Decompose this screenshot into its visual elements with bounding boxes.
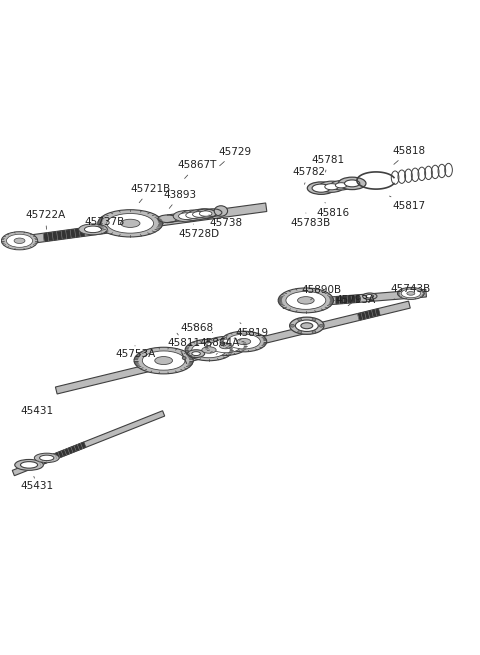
Text: 45722A: 45722A [25,210,65,229]
Text: 45867T: 45867T [177,160,216,178]
Ellipse shape [192,352,200,356]
Ellipse shape [237,339,251,345]
Polygon shape [55,360,167,394]
Polygon shape [358,309,380,320]
Ellipse shape [214,206,228,216]
Polygon shape [43,228,84,242]
Ellipse shape [188,210,211,219]
Text: 45793A: 45793A [336,295,376,306]
Text: 45737B: 45737B [85,217,125,232]
Ellipse shape [325,183,338,190]
Ellipse shape [204,337,247,356]
Ellipse shape [79,224,108,234]
Ellipse shape [298,331,301,333]
Ellipse shape [312,318,316,321]
Ellipse shape [298,297,314,304]
Polygon shape [13,225,102,246]
Ellipse shape [290,324,294,327]
Text: 45782: 45782 [292,168,325,184]
Polygon shape [335,295,360,304]
Text: 45781: 45781 [312,155,345,172]
Text: 45753A: 45753A [115,346,155,359]
Ellipse shape [338,177,366,189]
Ellipse shape [307,182,335,195]
Ellipse shape [199,211,212,216]
Polygon shape [101,203,267,234]
Ellipse shape [14,238,25,244]
Text: 45864A: 45864A [199,332,240,348]
Text: 45819: 45819 [235,323,268,338]
Ellipse shape [173,210,200,222]
Ellipse shape [134,347,193,374]
Ellipse shape [363,293,377,299]
Text: 45817: 45817 [389,196,426,211]
Polygon shape [283,290,426,309]
Ellipse shape [345,180,360,187]
Text: 45868: 45868 [180,324,214,333]
Ellipse shape [185,339,233,361]
Ellipse shape [84,226,102,233]
Ellipse shape [286,291,326,309]
Ellipse shape [289,317,324,334]
Ellipse shape [278,288,334,313]
Ellipse shape [39,455,54,460]
Ellipse shape [192,212,206,217]
Ellipse shape [6,234,33,248]
Text: 45431: 45431 [21,476,54,491]
Text: 45738: 45738 [209,214,242,229]
Ellipse shape [158,215,177,223]
Text: 45729: 45729 [218,147,252,166]
Ellipse shape [295,320,318,331]
Ellipse shape [120,219,140,227]
Ellipse shape [143,351,185,370]
Polygon shape [38,442,86,465]
Text: 45728D: 45728D [178,224,219,240]
Ellipse shape [180,212,199,219]
Ellipse shape [312,331,316,333]
Text: 45818: 45818 [393,146,426,164]
Text: 45721B: 45721B [130,184,170,202]
Ellipse shape [21,462,37,468]
Ellipse shape [186,212,201,218]
Ellipse shape [401,289,420,298]
Text: 43893: 43893 [164,190,197,208]
Ellipse shape [336,183,347,188]
Ellipse shape [331,181,352,190]
Ellipse shape [179,213,194,219]
Ellipse shape [188,350,204,358]
Ellipse shape [319,181,344,193]
Text: 45783B: 45783B [290,213,330,229]
Ellipse shape [107,214,154,233]
Ellipse shape [312,184,330,192]
Ellipse shape [397,288,424,299]
Ellipse shape [1,232,37,250]
Ellipse shape [366,295,373,298]
Ellipse shape [319,324,323,327]
Polygon shape [12,411,165,476]
Ellipse shape [202,346,216,353]
Polygon shape [165,301,410,367]
Ellipse shape [211,339,241,353]
Ellipse shape [298,318,301,321]
Ellipse shape [221,331,267,352]
Ellipse shape [15,459,43,470]
Text: 45890B: 45890B [301,286,341,300]
Ellipse shape [98,210,163,237]
Text: 45431: 45431 [21,406,54,416]
Ellipse shape [228,334,260,349]
Text: 45816: 45816 [316,202,349,218]
Ellipse shape [155,356,172,365]
Ellipse shape [301,323,313,329]
Ellipse shape [192,343,226,358]
Ellipse shape [34,453,59,462]
Ellipse shape [195,209,216,218]
Text: 45811: 45811 [168,333,201,348]
Ellipse shape [407,291,415,295]
Ellipse shape [181,210,205,221]
Ellipse shape [182,356,186,360]
Text: 45743B: 45743B [390,284,431,299]
Ellipse shape [219,343,232,348]
